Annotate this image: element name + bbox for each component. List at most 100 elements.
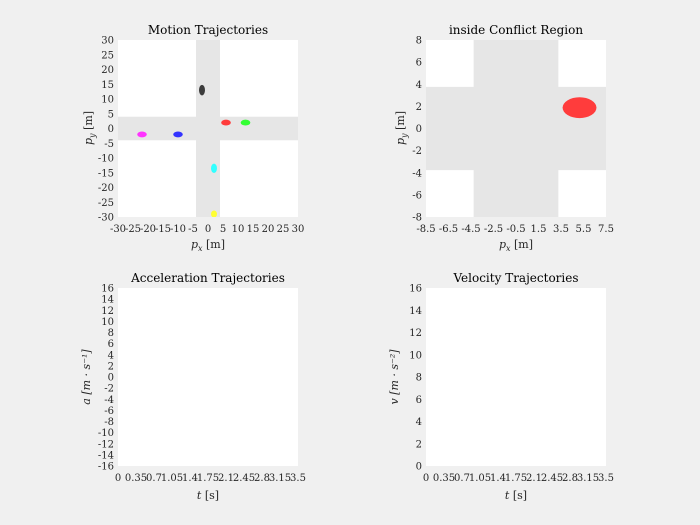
y-tick-label: -12 <box>98 439 114 450</box>
y-tick-label: 6 <box>108 339 114 350</box>
x-tick-label: -15 <box>155 224 171 235</box>
x-tick-label: 2.8 <box>562 473 578 484</box>
y-tick-label: -20 <box>98 183 114 194</box>
y-tick-label: 2 <box>416 102 422 113</box>
y-tick-label: 10 <box>409 350 422 361</box>
vehicle-marker <box>173 131 183 138</box>
vehicle-marker <box>211 163 217 174</box>
y-tick-label: 10 <box>101 95 114 106</box>
chart-acceleration-trajectories: Acceleration Trajectories 0 0.350.71.051.… <box>80 271 306 502</box>
y-tick-label: -8 <box>412 213 422 224</box>
chart-velocity-trajectories: Velocity Trajectories 0 0.350.71.051.41.7… <box>388 271 614 502</box>
x-tick-label: 5.5 <box>576 224 592 235</box>
x-tick-label: -2.5 <box>484 224 503 235</box>
y-axis-label: py [m] <box>394 111 409 145</box>
y-tick-label: -15 <box>98 168 114 179</box>
chart-inside-conflict-region: inside Conflict Region -8.5 -6.5 -4.5 -2.5-… <box>394 23 614 253</box>
x-tick-label: -8.5 <box>416 224 435 235</box>
y-tick-label: -30 <box>98 213 114 224</box>
x-tick-label: 3.5 <box>553 224 569 235</box>
plot-area <box>118 288 298 466</box>
y-tick-label: -14 <box>98 450 114 461</box>
x-tick-label: -20 <box>140 224 156 235</box>
x-tick-label: 1.4 <box>490 473 506 484</box>
y-tick-label: 10 <box>101 317 114 328</box>
road-horizontal <box>118 116 298 141</box>
vehicle-marker <box>240 119 251 126</box>
y-tick-label: -10 <box>98 428 114 439</box>
y-tick-label: 0 <box>108 373 114 384</box>
y-axis-label: v [m · s⁻²] <box>388 349 401 405</box>
vehicle-marker <box>137 131 147 138</box>
x-tick-label: 3.5 <box>290 473 306 484</box>
vehicle-marker <box>221 119 231 126</box>
x-tick-label: 1.75 <box>197 473 219 484</box>
y-tick-label: 0 <box>416 462 422 473</box>
x-tick-label: 10 <box>232 224 245 235</box>
x-tick-label: 0 <box>205 224 211 235</box>
y-tick-label: 15 <box>101 80 114 91</box>
x-tick-label: 2.45 <box>541 473 563 484</box>
x-axis-label: t [s] <box>505 489 527 502</box>
x-tick-label: -30 <box>110 224 126 235</box>
y-tick-label: 4 <box>108 350 114 361</box>
chart-title: inside Conflict Region <box>449 23 583 37</box>
x-axis-label: t [s] <box>197 489 219 502</box>
x-tick-label: 1.4 <box>182 473 198 484</box>
y-tick-label: -2 <box>412 146 422 157</box>
y-axis-label: a [m · s⁻¹] <box>80 349 93 405</box>
plot-area <box>426 288 606 466</box>
chart-title: Motion Trajectories <box>148 23 268 37</box>
x-tick-label: 2.1 <box>218 473 234 484</box>
x-tick-label: 0.7 <box>146 473 162 484</box>
vehicle-marker <box>199 84 205 96</box>
chart-title: Velocity Trajectories <box>452 271 578 285</box>
y-tick-label: 6 <box>416 395 422 406</box>
x-tick-label: 3.15 <box>269 473 291 484</box>
x-tick-label: 20 <box>262 224 275 235</box>
y-tick-label: 14 <box>101 295 114 306</box>
x-tick-label: 1.75 <box>505 473 527 484</box>
y-tick-label: 8 <box>416 373 422 384</box>
y-tick-label: -4 <box>412 168 422 179</box>
y-tick-label: -2 <box>104 384 114 395</box>
x-tick-label: 0.35 <box>125 473 147 484</box>
x-tick-label: 30 <box>292 224 305 235</box>
x-tick-label: 1.5 <box>531 224 547 235</box>
x-tick-label: -6.5 <box>439 224 458 235</box>
y-tick-label: 20 <box>101 65 114 76</box>
y-tick-label: 16 <box>101 284 114 295</box>
y-tick-label: -6 <box>104 406 114 417</box>
x-tick-label: 0.35 <box>433 473 455 484</box>
x-tick-label: 25 <box>277 224 290 235</box>
x-tick-label: -5 <box>188 224 198 235</box>
y-tick-label: -5 <box>104 139 114 150</box>
y-tick-label: 2 <box>416 439 422 450</box>
y-tick-label: -8 <box>104 417 114 428</box>
x-tick-label: -4.5 <box>461 224 480 235</box>
x-tick-label: 0.7 <box>454 473 470 484</box>
x-tick-label: 3.15 <box>577 473 599 484</box>
x-tick-label: -25 <box>125 224 141 235</box>
y-tick-label: 30 <box>101 36 114 47</box>
y-tick-label: 0 <box>108 124 114 135</box>
vehicle-marker <box>211 210 217 217</box>
y-tick-label: 14 <box>409 306 422 317</box>
x-tick-label: 5 <box>220 224 226 235</box>
y-tick-label: -25 <box>98 198 114 209</box>
y-tick-label: 2 <box>108 361 114 372</box>
x-tick-label: 2.1 <box>526 473 542 484</box>
y-tick-label: -16 <box>98 462 114 473</box>
y-tick-label: 4 <box>416 80 422 91</box>
x-tick-label: 2.45 <box>233 473 255 484</box>
x-axis-label: px [m] <box>191 238 225 253</box>
x-tick-label: 2.8 <box>254 473 270 484</box>
y-tick-label: -6 <box>412 190 422 201</box>
x-tick-label: 0 <box>115 473 121 484</box>
y-tick-label: 8 <box>108 328 114 339</box>
x-tick-label: -0.5 <box>506 224 525 235</box>
x-axis-label: px [m] <box>499 238 533 253</box>
chart-motion-trajectories: Motion Trajectories -30-25-20-15-10 -5 0 5 1… <box>82 23 304 253</box>
y-tick-label: 12 <box>101 306 114 317</box>
